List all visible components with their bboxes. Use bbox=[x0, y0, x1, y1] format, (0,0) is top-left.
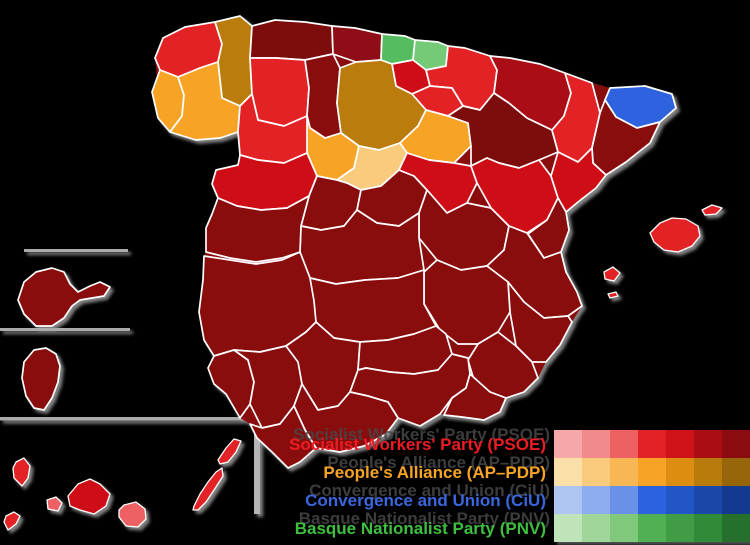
island-tenerife bbox=[67, 478, 111, 515]
province-cadiz bbox=[249, 405, 317, 469]
inset-separator-line bbox=[24, 249, 128, 252]
legend-swatches-pnv bbox=[554, 514, 750, 542]
legend-swatch bbox=[554, 430, 582, 458]
legend-swatch bbox=[554, 486, 582, 514]
island-la-palma bbox=[12, 457, 31, 487]
legend-swatch bbox=[554, 458, 582, 486]
island-ibiza bbox=[603, 266, 621, 282]
legend-swatch bbox=[582, 486, 610, 514]
inset-separator-line bbox=[0, 328, 130, 331]
legend-swatch bbox=[610, 514, 638, 542]
province-murcia bbox=[467, 331, 539, 399]
province-leon bbox=[249, 57, 310, 127]
balearic-islands bbox=[603, 204, 723, 299]
inset-divider-lines bbox=[0, 249, 260, 514]
legend-swatch bbox=[666, 486, 694, 514]
inset-separator-line bbox=[254, 397, 260, 514]
legend-swatch bbox=[582, 514, 610, 542]
province-ourense bbox=[169, 61, 241, 141]
legend-swatch bbox=[638, 458, 666, 486]
legend-swatch bbox=[722, 430, 750, 458]
legend-swatch bbox=[638, 514, 666, 542]
legend-swatch bbox=[666, 458, 694, 486]
province-malaga bbox=[293, 383, 399, 453]
province-tarragona bbox=[550, 147, 607, 213]
province-zaragoza bbox=[447, 92, 559, 169]
legend-swatch bbox=[638, 430, 666, 458]
legend-row-ciu: Convergence and Union (CiU) bbox=[0, 486, 750, 514]
legend-swatch bbox=[610, 430, 638, 458]
legend-swatch bbox=[694, 486, 722, 514]
province-palencia bbox=[304, 53, 342, 139]
island-formentera bbox=[607, 291, 619, 299]
canary-islands bbox=[3, 438, 242, 531]
inset-separator-line bbox=[0, 417, 258, 421]
legend-row-pnv: Basque Nationalist Party (PNV) bbox=[0, 514, 750, 542]
legend-swatch bbox=[666, 514, 694, 542]
legend-label-psoe: Socialist Workers' Party (PSOE) bbox=[289, 435, 546, 454]
legend-swatch bbox=[610, 486, 638, 514]
legend-swatch bbox=[694, 458, 722, 486]
legend-swatch bbox=[610, 458, 638, 486]
legend-swatch bbox=[554, 514, 582, 542]
legend-label-ap-pdp: People's Alliance (AP–PDP) bbox=[323, 463, 546, 482]
results-legend: Socialist Workers' Party (PSOE) People's… bbox=[0, 430, 750, 545]
legend-label-ciu: Convergence and Union (CiU) bbox=[305, 491, 546, 510]
province-almeria bbox=[443, 373, 507, 421]
legend-row-ap-pdp: People's Alliance (AP–PDP) bbox=[0, 458, 750, 486]
legend-swatch bbox=[694, 430, 722, 458]
inset-ceuta bbox=[17, 267, 111, 327]
island-menorca bbox=[701, 204, 723, 216]
legend-swatch bbox=[722, 458, 750, 486]
island-fuerteventura bbox=[192, 467, 224, 511]
legend-swatches-ap-pdp bbox=[554, 458, 750, 486]
island-lanzarote bbox=[217, 438, 242, 465]
legend-swatch bbox=[666, 430, 694, 458]
legend-swatches-psoe bbox=[554, 430, 750, 458]
peninsula-provinces bbox=[151, 15, 677, 469]
province-biscay bbox=[380, 33, 416, 65]
legend-swatches-ciu bbox=[554, 486, 750, 514]
island-la-gomera bbox=[46, 496, 63, 512]
legend-swatch bbox=[722, 514, 750, 542]
legend-swatch bbox=[582, 458, 610, 486]
province-caceres bbox=[205, 195, 310, 263]
ceuta-melilla-insets bbox=[17, 267, 111, 411]
island-mallorca bbox=[649, 217, 701, 253]
legend-swatch bbox=[582, 430, 610, 458]
province-asturias bbox=[249, 19, 334, 61]
province-cantabria bbox=[331, 25, 383, 63]
island-gran-canaria bbox=[118, 501, 147, 528]
legend-swatch bbox=[694, 514, 722, 542]
island-el-hierro bbox=[3, 511, 21, 531]
legend-swatch bbox=[638, 486, 666, 514]
legend-row-psoe: Socialist Workers' Party (PSOE) bbox=[0, 430, 750, 458]
inset-melilla bbox=[21, 347, 61, 411]
province-alicante bbox=[507, 281, 573, 363]
legend-swatch bbox=[722, 486, 750, 514]
legend-label-pnv: Basque Nationalist Party (PNV) bbox=[294, 519, 546, 538]
